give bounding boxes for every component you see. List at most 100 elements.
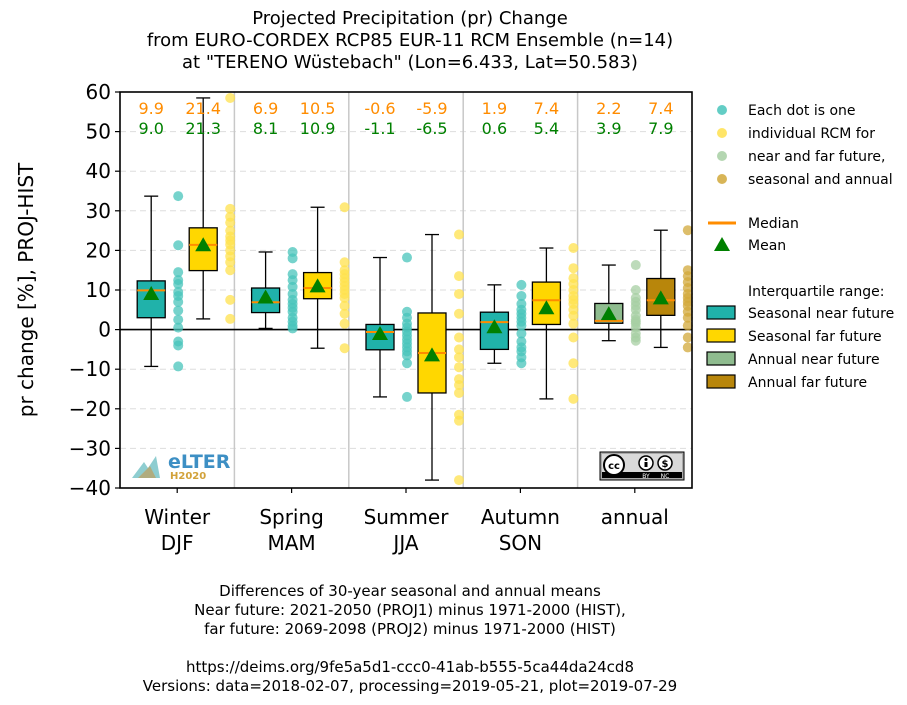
y-tick-label: −20 [69,397,111,421]
rcm-dot [682,332,693,343]
rcm-dot [454,229,464,240]
box-annual_far [646,225,693,353]
mean-marker [600,306,617,321]
versions-line: Versions: data=2018-02-07, processing=20… [142,677,678,695]
x-tick-label-2: DJF [161,531,194,555]
rcm-dot [454,475,464,486]
legend-iqr-label: Annual near future [748,352,880,368]
rcm-dot [630,260,641,271]
legend-iqr-swatch [706,374,736,389]
near-stat-label: -0.6 [364,99,395,118]
box-seasonal_near [250,246,298,334]
rcm-dot [454,271,464,282]
legend-mean-label: Mean [748,238,786,254]
boxplot-series [136,92,693,486]
elter-logo-subtext: H2020 [170,471,206,482]
far-stat-label: 21.3 [185,119,221,138]
rcm-dot [568,310,579,321]
rcm-dot [454,344,464,355]
rcm-dot [173,305,184,316]
y-tick-label: 10 [86,278,111,302]
legend-iqr-title: Interquartile range: [748,284,884,300]
rcm-dot [339,257,350,268]
y-tick-label: 40 [86,159,111,183]
legend: Each dot is one individual RCM for near an… [706,103,894,391]
far-stat-label: -6.5 [416,119,447,138]
nc-label: NC [661,473,670,480]
figure-caption: Differences of 30-year seasonal and annu… [0,582,820,696]
far-stat-label: 10.9 [300,119,336,138]
chart-title-line-1: Projected Precipitation (pr) Change [252,8,568,29]
y-axis: −40 −30 −20 −10 0 10 20 30 40 50 60 [69,80,120,500]
rcm-dot [225,265,236,276]
y-tick-label: 30 [86,199,111,223]
far-stat-label: 7.9 [648,119,673,138]
rcm-dot [173,322,184,333]
rcm-dot [454,352,464,363]
chart-title-line-2: from EURO-CORDEX RCP85 EUR-11 RCM Ensemb… [146,30,674,51]
near-stat-label: 21.4 [185,99,221,118]
far-stat-label: 3.9 [596,119,621,138]
y-tick-label: −30 [69,436,111,460]
near-stat-label: 1.9 [482,99,507,118]
rcm-dot [568,263,579,274]
rcm-dot [516,328,527,339]
rcm-dot [682,225,693,236]
rcm-dot [173,340,184,351]
rcm-dot [568,358,579,369]
box-seasonal_near [365,252,412,402]
mean-marker [143,285,160,300]
legend-iqr-label: Annual far future [748,375,867,391]
rcm-dot [402,350,412,361]
rcm-dot [173,240,184,251]
rcm-dot [454,415,464,426]
mean-marker [195,237,212,252]
near-stat-label: 2.2 [596,99,621,118]
y-axis-label: pr change [%], PROJ-HIST [14,162,38,417]
rcm-dot [173,267,184,278]
rcm-dot [225,92,236,103]
mean-marker [424,347,440,362]
legend-dot [717,174,727,184]
rcm-dot [454,387,464,398]
rcm-dot [225,217,236,228]
rcm-dot [454,332,464,343]
x-tick-label: annual [601,505,669,529]
rcm-dot [516,358,527,369]
x-tick-label: Autumn [481,505,560,529]
deims-url: https://deims.org/9fe5a5d1-ccc0-41ab-b55… [185,658,634,676]
elter-logo: eLTER H2020 [132,451,231,482]
x-tick-label: Summer [364,505,450,529]
rcm-dot [454,362,464,373]
rcm-dot [339,300,350,311]
y-tick-label: 50 [86,120,111,144]
cc-icon: cc [608,461,620,472]
legend-iqr-swatch [706,328,736,343]
rcm-dot [339,308,350,319]
rcm-dot [454,380,464,391]
box-seasonal_far [302,202,350,354]
rcm-dot [287,323,298,334]
chart-title: Projected Precipitation (pr) Change from… [0,8,820,74]
rcm-dot [402,391,412,402]
near-stat-label: 10.5 [300,99,336,118]
gridlines [120,92,692,488]
box-seasonal_near [479,279,527,369]
far-stat-label: 8.1 [253,119,278,138]
rcm-dot [287,281,298,292]
iqr-box [646,277,676,316]
rcm-dot [339,343,350,354]
rcm-dot [568,318,579,329]
legend-iqr-label: Seasonal near future [748,306,894,322]
rcm-dot [454,308,464,319]
rcm-dot [682,342,693,353]
rcm-dot [225,203,236,214]
x-tick-label-2: JJA [391,531,418,555]
by-label: BY [642,473,650,480]
rcm-dot [339,202,350,213]
caption-line-1: Differences of 30-year seasonal and annu… [219,582,601,600]
y-tick-label: 60 [86,80,111,104]
rcm-dot [339,318,350,329]
legend-dot-text: individual RCM for [748,126,875,142]
rcm-dot [454,288,464,299]
